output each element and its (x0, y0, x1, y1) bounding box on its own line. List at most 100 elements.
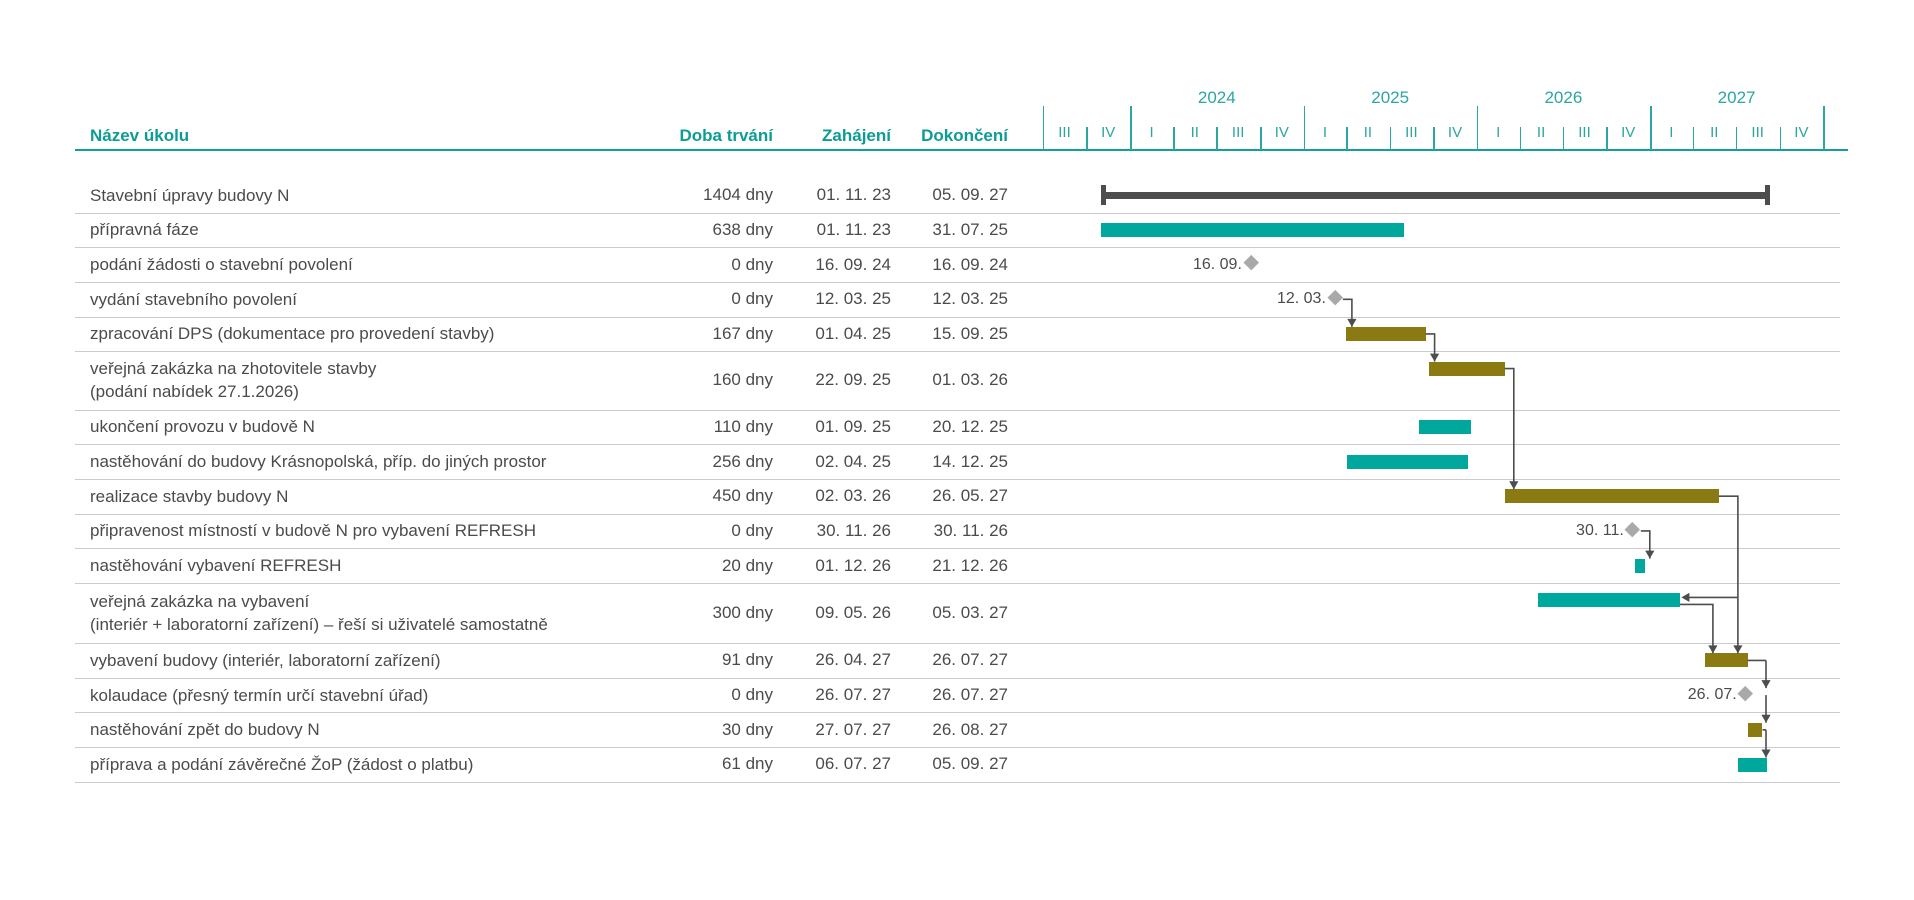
task-finish-date: 15. 09. 25 (932, 323, 1008, 343)
task-name: nastěhování vybavení REFRESH (90, 556, 342, 576)
column-header-finish: Dokončení (921, 126, 1008, 145)
task-finish-date: 26. 08. 27 (932, 719, 1008, 739)
task-start-date: 01. 11. 23 (816, 219, 891, 239)
task-finish-date: 26. 07. 27 (932, 685, 1008, 705)
milestone-date-label: 30. 11. (1576, 521, 1624, 539)
quarter-label: I (1322, 124, 1328, 141)
quarter-tick (1779, 127, 1781, 150)
row-separator (75, 351, 1840, 353)
milestone-date-label: 16. 09. (1192, 255, 1242, 273)
task-finish-date: 26. 07. 27 (932, 650, 1008, 670)
milestone-diamond (1738, 685, 1753, 701)
row-separator (75, 444, 1840, 446)
row-separator (75, 409, 1840, 411)
quarter-label: II (1536, 124, 1546, 141)
gantt-task-bar (1635, 558, 1645, 573)
arrowhead-down (1761, 680, 1771, 689)
connector-line (1504, 367, 1515, 490)
task-duration: 0 dny (731, 685, 773, 705)
quarter-label: III (1405, 124, 1418, 141)
arrowhead-down (1509, 481, 1519, 490)
row-separator (75, 212, 1840, 214)
task-name: ukončení provozu v budově N (90, 417, 315, 437)
milestone-diamond (1625, 521, 1641, 537)
quarter-tick (1086, 127, 1088, 150)
quarter-tick (1650, 106, 1652, 150)
task-name: vybavení budovy (interiér, laboratorní z… (90, 650, 441, 670)
task-name: vydání stavebního povolení (90, 289, 297, 309)
row-separator (75, 478, 1840, 480)
quarter-label: IV (1794, 124, 1809, 141)
milestone-diamond (1327, 289, 1343, 305)
quarter-label: I (1496, 124, 1501, 141)
task-finish-date: 31. 07. 25 (932, 219, 1008, 239)
task-name: přípravná fáze (90, 220, 199, 240)
task-finish-date: 05. 09. 27 (932, 754, 1008, 774)
task-name: veřejná zakázka na vybavení (interiér + … (90, 592, 548, 634)
quarter-label: III (1058, 124, 1071, 141)
arrowhead-down (1708, 645, 1718, 654)
task-name: veřejná zakázka na zhotovitele stavby (p… (90, 359, 377, 402)
task-duration: 0 dny (731, 289, 773, 309)
task-name: příprava a podání závěrečné ŽoP (žádost … (90, 754, 474, 774)
quarter-label: III (1751, 124, 1764, 141)
task-duration: 300 dny (712, 603, 774, 622)
column-header-duration: Doba trvání (679, 126, 773, 145)
row-separator (75, 747, 1840, 749)
task-finish-date: 21. 12. 26 (932, 555, 1008, 575)
task-finish-date: 16. 09. 24 (932, 254, 1008, 274)
task-name: nastěhování zpět do budovy N (90, 720, 320, 740)
task-name: Stavební úpravy budovy N (90, 185, 290, 205)
connector-line (1640, 530, 1651, 559)
gantt-task-bar (1505, 489, 1719, 504)
task-start-date: 02. 03. 26 (815, 486, 891, 506)
quarter-label: III (1231, 124, 1245, 141)
task-finish-date: 12. 03. 25 (932, 289, 1008, 309)
task-duration: 0 dny (731, 520, 773, 540)
row-separator (75, 643, 1840, 644)
arrowhead-down (1733, 645, 1743, 654)
quarter-label: III (1578, 124, 1591, 141)
row-separator (75, 712, 1840, 714)
row-separator (75, 583, 1840, 584)
quarter-label: II (1363, 124, 1373, 141)
quarter-label: I (1669, 124, 1674, 141)
task-duration: 91 dny (721, 650, 773, 670)
task-duration: 167 dny (712, 323, 774, 343)
quarter-label: II (1710, 124, 1719, 141)
quarter-tick (1260, 127, 1262, 150)
year-label: 2025 (1371, 88, 1410, 107)
gantt-task-bar (1101, 222, 1404, 237)
task-name: připravenost místností v budově N pro vy… (90, 521, 536, 541)
quarter-tick (1692, 127, 1695, 150)
task-name: podání žádosti o stavební povolení (90, 255, 353, 275)
quarter-tick (1433, 127, 1435, 150)
quarter-label: IV (1274, 124, 1289, 141)
timeline-end-tick (1823, 106, 1825, 150)
quarter-label: IV (1447, 124, 1463, 141)
task-duration: 0 dny (731, 254, 773, 274)
task-start-date: 26. 07. 27 (815, 685, 891, 705)
task-name: realizace stavby budovy N (90, 486, 289, 506)
task-duration: 61 dny (721, 754, 773, 774)
task-start-date: 06. 07. 27 (815, 754, 891, 774)
gantt-task-bar (1346, 454, 1469, 469)
connector-line (1342, 298, 1353, 327)
arrowhead-down (1347, 318, 1357, 327)
task-start-date: 22. 09. 25 (815, 370, 891, 390)
task-start-date: 12. 03. 25 (815, 289, 891, 309)
task-finish-date: 30. 11. 26 (933, 520, 1008, 540)
row-separator (75, 247, 1840, 249)
task-duration: 30 dny (721, 719, 773, 739)
task-duration: 1404 dny (703, 185, 773, 205)
gantt-task-bar (1704, 653, 1748, 668)
quarter-tick (1303, 106, 1306, 150)
task-finish-date: 05. 03. 27 (932, 603, 1008, 622)
task-duration: 638 dny (712, 219, 774, 239)
task-start-date: 27. 07. 27 (815, 719, 891, 739)
arrowhead-left (1681, 592, 1690, 602)
task-finish-date: 20. 12. 25 (932, 416, 1008, 436)
task-start-date: 02. 04. 25 (815, 451, 891, 471)
task-start-date: 01. 04. 25 (815, 323, 891, 343)
